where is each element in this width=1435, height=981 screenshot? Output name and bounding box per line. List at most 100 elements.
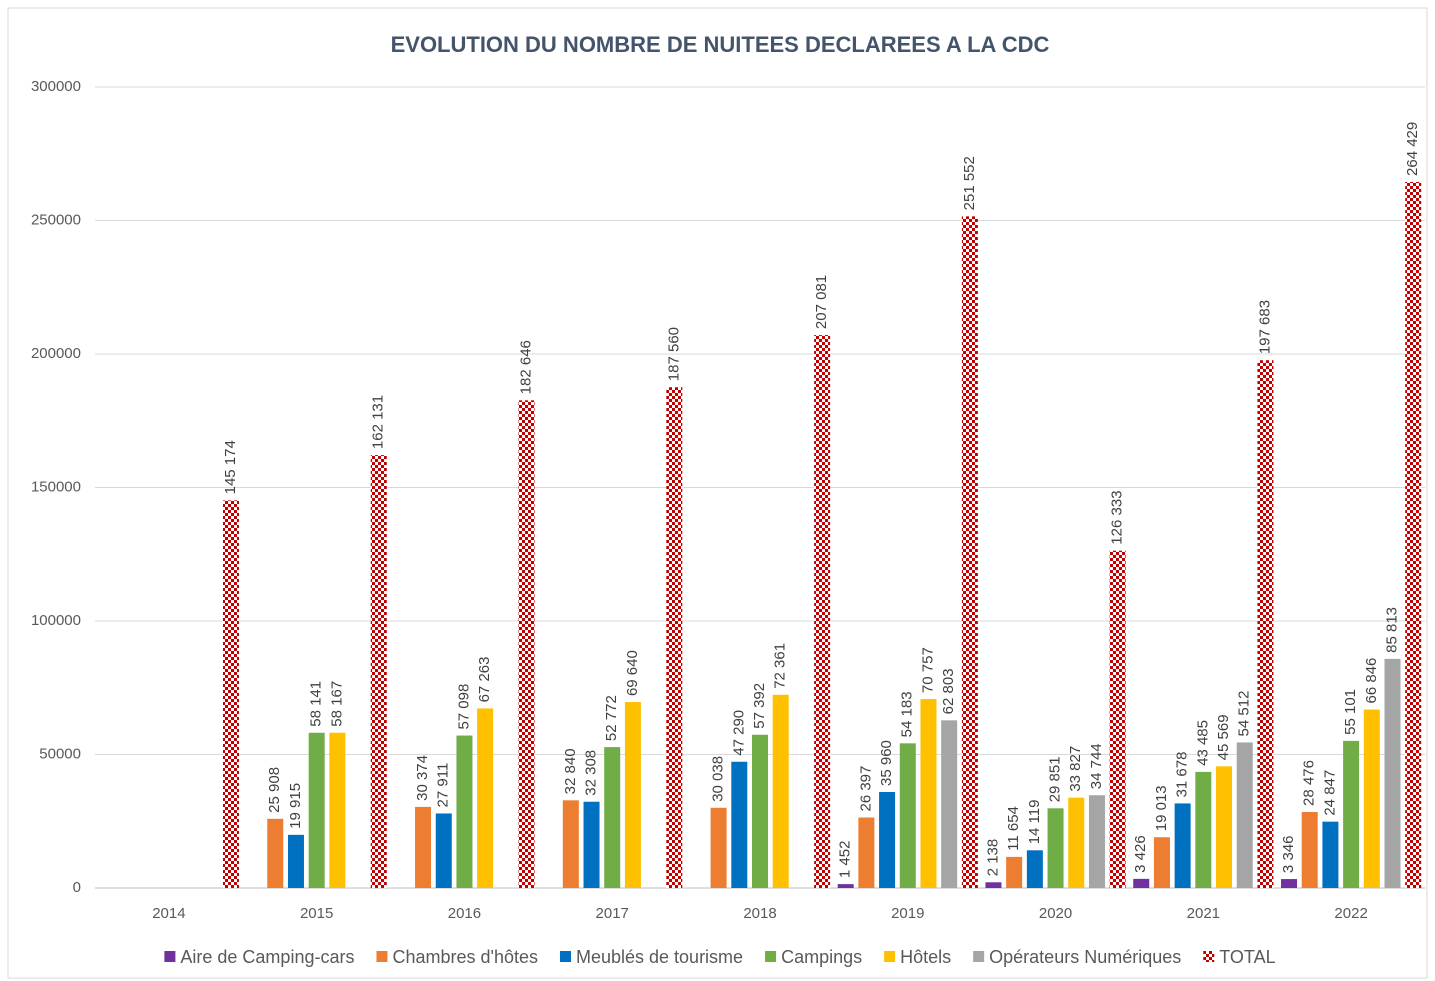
bar <box>370 455 387 888</box>
bar <box>1322 821 1339 888</box>
bar <box>308 732 325 888</box>
bar <box>837 884 854 888</box>
legend-swatch <box>973 951 985 962</box>
value-label: 69 640 <box>624 650 641 696</box>
value-label: 24 847 <box>1321 770 1338 816</box>
legend-label: Meublés de tourisme <box>576 947 743 967</box>
legend-swatch <box>765 951 777 962</box>
bar <box>710 807 727 888</box>
bar <box>222 500 239 888</box>
value-label: 43 485 <box>1194 720 1211 766</box>
value-label: 19 915 <box>287 783 304 829</box>
y-tick-label: 250000 <box>31 211 81 228</box>
bar <box>477 708 494 888</box>
bar <box>1006 856 1023 888</box>
legend-label: TOTAL <box>1219 947 1275 967</box>
value-label: 162 131 <box>370 395 387 449</box>
bar <box>666 387 683 888</box>
legend-swatch <box>559 951 571 962</box>
value-label: 70 757 <box>919 647 936 693</box>
value-label: 30 038 <box>710 756 727 802</box>
x-tick-label: 2015 <box>300 905 333 922</box>
value-label: 30 374 <box>414 755 431 801</box>
value-label: 2 138 <box>984 839 1001 877</box>
value-label: 3 346 <box>1280 836 1297 874</box>
legend-label: Hôtels <box>900 947 951 967</box>
bar <box>879 791 896 888</box>
bar <box>1343 740 1360 888</box>
bar <box>329 732 346 888</box>
value-label: 62 803 <box>940 668 957 714</box>
bar <box>752 734 768 888</box>
bar <box>1153 837 1170 888</box>
y-tick-label: 200000 <box>31 345 81 362</box>
bar <box>961 216 978 889</box>
bar <box>1236 742 1253 888</box>
value-label: 54 512 <box>1236 691 1253 737</box>
legend-swatch <box>884 951 896 962</box>
value-label: 187 560 <box>665 327 682 381</box>
value-label: 28 476 <box>1301 760 1318 806</box>
x-tick-label: 2021 <box>1187 905 1220 922</box>
bar <box>1068 797 1085 888</box>
value-label: 25 908 <box>266 767 283 813</box>
bar <box>1109 550 1126 888</box>
value-label: 182 646 <box>518 340 535 394</box>
value-label: 32 840 <box>562 748 579 794</box>
bar <box>858 817 875 888</box>
bar <box>1363 709 1380 888</box>
value-label: 251 552 <box>961 156 978 210</box>
bar <box>1026 850 1043 888</box>
y-tick-label: 100000 <box>31 612 81 629</box>
value-label: 67 263 <box>476 657 493 703</box>
value-label: 29 851 <box>1047 756 1064 802</box>
value-label: 52 772 <box>603 695 620 741</box>
bar <box>1195 771 1212 888</box>
bar <box>1405 181 1422 889</box>
value-label: 58 167 <box>328 681 345 727</box>
bar <box>624 702 641 888</box>
value-label: 31 678 <box>1174 752 1191 798</box>
bar <box>456 735 473 888</box>
chart-title: EVOLUTION DU NOMBRE DE NUITEES DECLAREES… <box>391 32 1050 57</box>
bar <box>731 761 748 888</box>
value-label: 55 101 <box>1342 689 1359 735</box>
value-label: 58 141 <box>308 681 325 727</box>
y-tick-label: 0 <box>73 879 81 896</box>
bar <box>415 806 432 888</box>
bar <box>1301 811 1318 888</box>
value-label: 72 361 <box>772 643 789 689</box>
x-tick-label: 2017 <box>596 905 629 922</box>
bar <box>899 743 916 888</box>
bar <box>1174 803 1191 888</box>
value-label: 47 290 <box>730 710 747 756</box>
value-label: 207 081 <box>813 275 830 329</box>
legend-label: Campings <box>781 947 862 967</box>
bar <box>1088 795 1105 888</box>
bar <box>1133 878 1150 888</box>
bar <box>1047 808 1064 888</box>
bar <box>562 800 579 888</box>
value-label: 54 183 <box>899 691 916 737</box>
bar <box>772 694 789 888</box>
value-label: 57 098 <box>455 684 472 730</box>
value-label: 34 744 <box>1088 743 1105 789</box>
legend-label: Opérateurs Numériques <box>989 947 1181 967</box>
value-label: 45 569 <box>1215 714 1232 760</box>
bar <box>985 882 1002 888</box>
value-label: 26 397 <box>857 766 874 812</box>
y-tick-label: 150000 <box>31 478 81 495</box>
legend-swatch <box>1203 951 1215 962</box>
value-label: 85 813 <box>1383 607 1400 653</box>
x-tick-label: 2014 <box>152 905 185 922</box>
bar <box>920 699 937 888</box>
value-label: 126 333 <box>1109 490 1126 544</box>
bar <box>604 747 621 888</box>
value-label: 11 654 <box>1005 806 1022 851</box>
bar <box>287 834 304 888</box>
bar <box>814 335 831 888</box>
bar <box>518 400 535 888</box>
legend: Aire de Camping-cars Chambres d'hôtes Meub… <box>164 947 1276 967</box>
